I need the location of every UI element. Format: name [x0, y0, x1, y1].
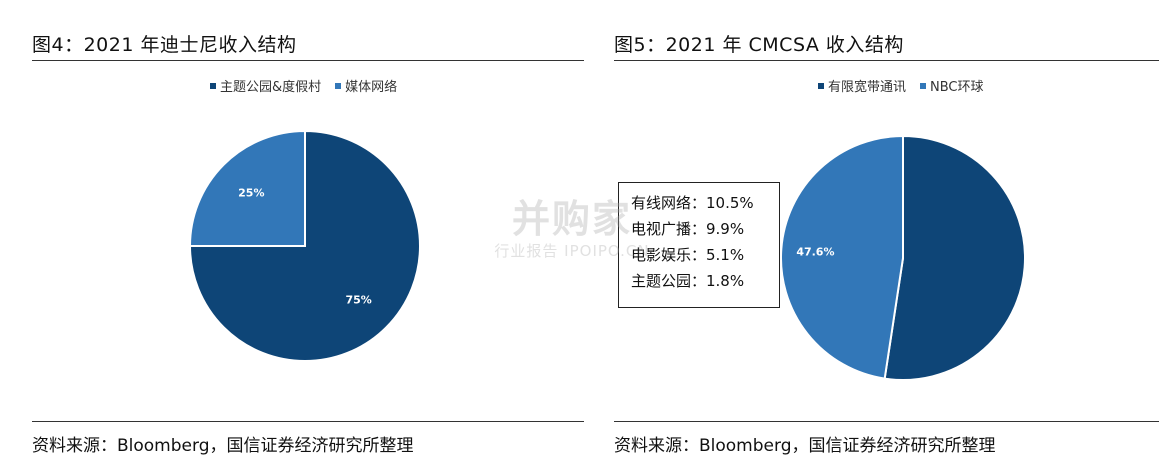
source-divider — [614, 421, 1159, 422]
pie-slice — [188, 129, 421, 362]
title-divider — [614, 60, 1159, 61]
legend-label: NBC环球 — [930, 80, 984, 95]
slice-data-label: 75% — [345, 294, 371, 307]
left-chart-panel: 图4：2021 年迪士尼收入结构 主题公园&度假村 媒体网络 资料来源：Bloo… — [32, 0, 584, 469]
legend: 有限宽带通讯 NBC环球 — [818, 76, 984, 95]
annotation-line: 有线网络：10.5% — [631, 194, 754, 212]
legend-label: 媒体网络 — [345, 80, 398, 95]
legend-item: 主题公园&度假村 — [210, 76, 321, 95]
legend-label: 主题公园&度假村 — [220, 80, 322, 95]
cmcsa-revenue-pie: 47.6% — [779, 134, 1026, 381]
legend-swatch — [335, 82, 342, 89]
disney-revenue-pie: 75% 25% — [188, 129, 421, 362]
slice-data-label: 25% — [238, 186, 264, 199]
pie-slice — [883, 134, 1026, 381]
annotation-line: 主题公园：1.8% — [631, 272, 745, 290]
slice-data-label: 47.6% — [796, 245, 834, 258]
legend-item: 媒体网络 — [335, 76, 397, 95]
segment-breakdown-box: 有线网络：10.5% 电视广播：9.9% 电影娱乐：5.1% 主题公园：1.8% — [618, 182, 780, 308]
chart-title: 图5：2021 年 CMCSA 收入结构 — [614, 34, 904, 56]
chart-title: 图4：2021 年迪士尼收入结构 — [32, 34, 297, 56]
source-note: 资料来源：Bloomberg，国信证券经济研究所整理 — [614, 436, 996, 456]
annotation-line: 电影娱乐：5.1% — [631, 246, 745, 264]
pie-slice — [188, 129, 306, 247]
source-divider — [32, 421, 584, 422]
pie-slice — [779, 134, 904, 380]
legend-item: NBC环球 — [920, 76, 984, 95]
right-chart-panel: 图5：2021 年 CMCSA 收入结构 有限宽带通讯 NBC环球 资料来源：B… — [614, 0, 1159, 469]
annotation-line: 电视广播：9.9% — [631, 220, 745, 238]
legend: 主题公园&度假村 媒体网络 — [210, 76, 397, 95]
source-note: 资料来源：Bloomberg，国信证券经济研究所整理 — [32, 436, 414, 456]
legend-label: 有限宽带通讯 — [828, 80, 907, 95]
legend-swatch — [210, 82, 216, 89]
legend-swatch — [818, 82, 824, 89]
title-divider — [32, 60, 584, 61]
legend-swatch — [920, 82, 927, 89]
legend-item: 有限宽带通讯 — [818, 76, 906, 95]
